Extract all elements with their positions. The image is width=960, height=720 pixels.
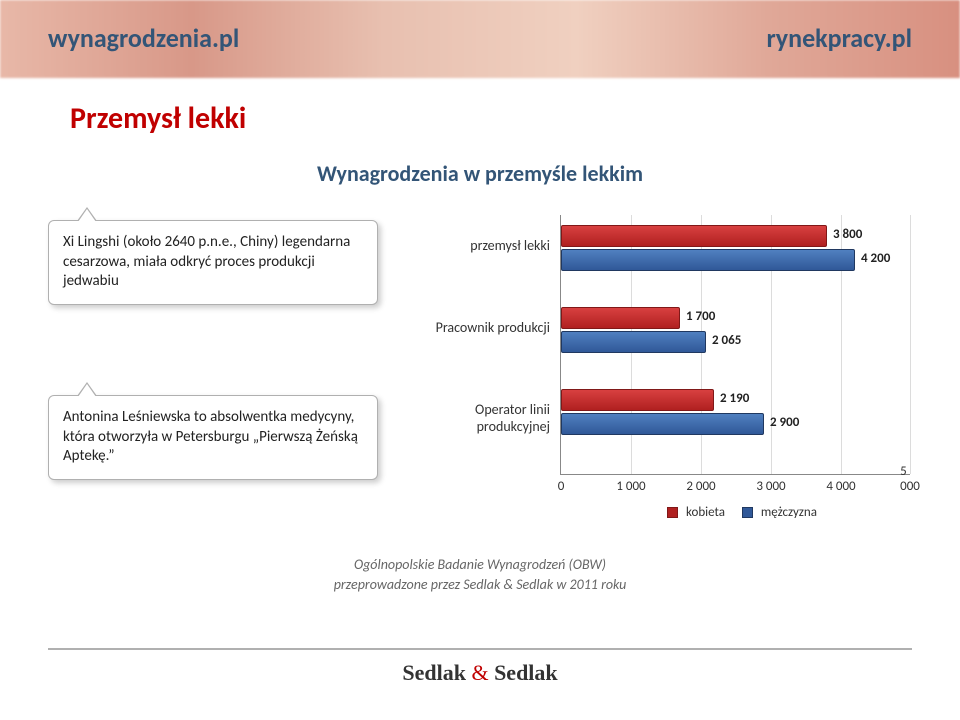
category-label: Pracownik produkcji xyxy=(410,319,550,336)
bar-kobieta xyxy=(561,389,714,411)
category-label: przemysł lekki xyxy=(410,237,550,254)
source-line2: przeprowadzone przez Sedlak & Sedlak w 2… xyxy=(334,576,627,593)
header-brand-right: rynekpracy.pl xyxy=(766,22,912,54)
x-tick: 5 000 xyxy=(900,464,920,494)
footer-brand-word: Sedlak xyxy=(494,660,558,685)
x-tick: 3 000 xyxy=(756,479,785,494)
x-tick: 0 xyxy=(558,479,565,494)
gridline xyxy=(910,215,911,474)
bar-kobieta xyxy=(561,225,827,247)
bar-mezczyzna xyxy=(561,331,706,353)
bar-value: 3 800 xyxy=(833,227,862,242)
bar-chart: przemysł lekki Pracownik produkcji Opera… xyxy=(410,215,930,525)
chart-legend: kobieta mężczyzna xyxy=(560,505,910,520)
callout-fact-2: Antonina Leśniewska to absolwentka medyc… xyxy=(48,395,378,480)
bar-value: 1 700 xyxy=(686,309,715,324)
bar-value: 2 900 xyxy=(770,415,799,430)
source-line1: Ogólnopolskie Badanie Wynagrodzeń (OBW) xyxy=(354,556,606,573)
footer-amp: & xyxy=(471,660,488,685)
footer-brand-word: Sedlak xyxy=(402,660,466,685)
callout-fact-1: Xi Lingshi (około 2640 p.n.e., Chiny) le… xyxy=(48,220,378,305)
bar-kobieta xyxy=(561,307,680,329)
legend-swatch-mezczyzna xyxy=(742,507,753,518)
footer-divider xyxy=(48,648,912,650)
bar-value: 2 190 xyxy=(720,391,749,406)
bar-mezczyzna xyxy=(561,413,764,435)
callout-text: Xi Lingshi (około 2640 p.n.e., Chiny) le… xyxy=(63,233,350,290)
x-tick: 2 000 xyxy=(686,479,715,494)
footer-brand: Sedlak & Sedlak xyxy=(0,660,960,686)
callout-text: Antonina Leśniewska to absolwentka medyc… xyxy=(63,408,358,465)
x-tick: 4 000 xyxy=(826,479,855,494)
legend-label: mężczyzna xyxy=(761,505,817,520)
header-brand-left: wynagrodzenia.pl xyxy=(48,22,239,54)
page-title: Przemysł lekki xyxy=(70,100,246,137)
plot-area: 0 1 000 2 000 3 000 4 000 5 000 3 800 4 … xyxy=(560,215,910,475)
bar-value: 2 065 xyxy=(712,333,741,348)
category-label: Operator linii produkcyjnej xyxy=(410,401,550,435)
bar-mezczyzna xyxy=(561,249,855,271)
bar-value: 4 200 xyxy=(861,251,890,266)
x-tick: 1 000 xyxy=(616,479,645,494)
chart-title: Wynagrodzenia w przemyśle lekkim xyxy=(0,160,960,187)
chart-source: Ogólnopolskie Badanie Wynagrodzeń (OBW) … xyxy=(0,555,960,594)
legend-swatch-kobieta xyxy=(667,507,678,518)
legend-label: kobieta xyxy=(686,505,725,520)
